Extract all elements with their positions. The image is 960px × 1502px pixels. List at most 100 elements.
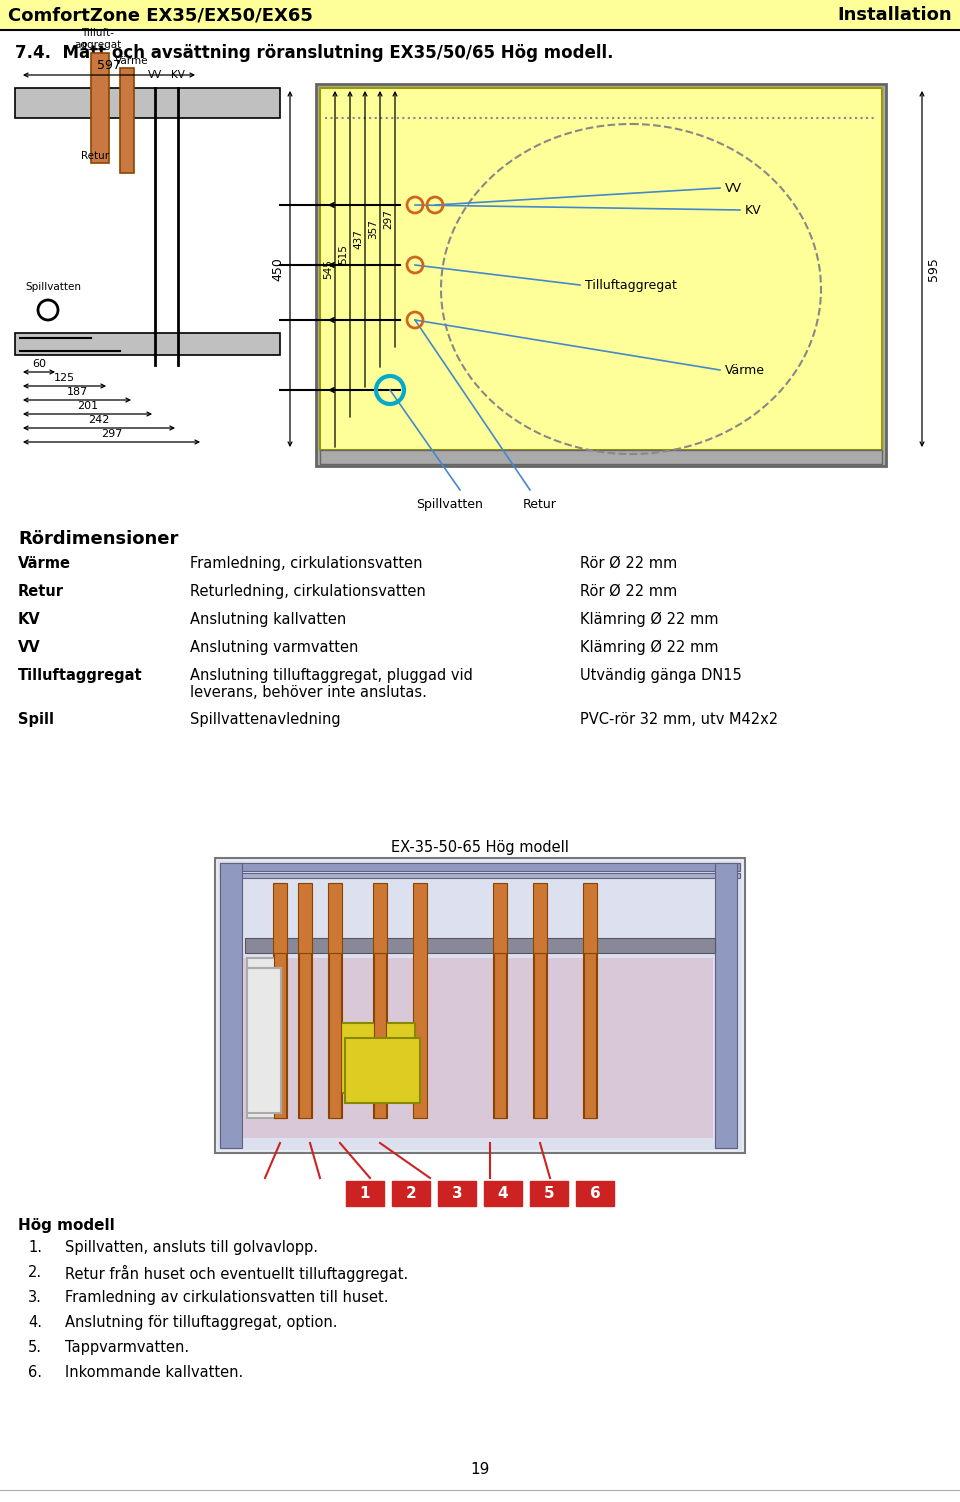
Bar: [392, 1181, 430, 1206]
Text: 1.: 1.: [28, 1241, 42, 1256]
Text: Värme: Värme: [115, 56, 149, 66]
Bar: [220, 864, 242, 1148]
Text: VV: VV: [18, 640, 40, 655]
Bar: [245, 939, 715, 952]
Text: Utvändig gänga DN15: Utvändig gänga DN15: [580, 668, 742, 683]
Text: 437: 437: [353, 230, 363, 249]
Text: EX-35-50-65 Hög modell: EX-35-50-65 Hög modell: [391, 840, 569, 855]
Text: 357: 357: [368, 219, 378, 239]
Text: KV: KV: [171, 71, 185, 80]
Text: 5.: 5.: [28, 1340, 42, 1355]
Bar: [534, 952, 546, 1117]
Bar: [576, 1181, 614, 1206]
Text: 7.4.  Mått och avsättning röranslutning EX35/50/65 Hög modell.: 7.4. Mått och avsättning röranslutning E…: [15, 42, 613, 62]
Text: Värme: Värme: [725, 363, 765, 377]
Bar: [218, 861, 742, 1151]
Text: Anslutning tilluftaggregat, pluggad vid
leverans, behöver inte anslutas.: Anslutning tilluftaggregat, pluggad vid …: [190, 668, 473, 700]
Text: 2.: 2.: [28, 1265, 42, 1280]
Text: Spill: Spill: [18, 712, 54, 727]
Bar: [220, 873, 740, 879]
Text: Rör Ø 22 mm: Rör Ø 22 mm: [580, 556, 677, 571]
Text: Retur: Retur: [81, 152, 109, 161]
Text: 4: 4: [497, 1187, 508, 1202]
Text: 297: 297: [383, 209, 393, 228]
Text: Tilluftaggregat: Tilluftaggregat: [18, 668, 143, 683]
Text: Retur från huset och eventuellt tilluftaggregat.: Retur från huset och eventuellt tillufta…: [65, 1265, 408, 1283]
Text: Värme: Värme: [18, 556, 71, 571]
Text: 515: 515: [338, 243, 348, 264]
Text: Klämring Ø 22 mm: Klämring Ø 22 mm: [580, 640, 718, 655]
Text: 6.: 6.: [28, 1365, 42, 1380]
Text: Tappvarmvatten.: Tappvarmvatten.: [65, 1340, 189, 1355]
Text: 4.: 4.: [28, 1314, 42, 1329]
Text: Rör Ø 22 mm: Rör Ø 22 mm: [580, 584, 677, 599]
Text: Spillvatten: Spillvatten: [25, 282, 81, 291]
Text: Inkommande kallvatten.: Inkommande kallvatten.: [65, 1365, 243, 1380]
Text: Spillvattenavledning: Spillvattenavledning: [190, 712, 341, 727]
Text: 187: 187: [66, 388, 87, 397]
Text: 297: 297: [101, 430, 122, 439]
Bar: [328, 883, 342, 1117]
Text: KV: KV: [745, 203, 761, 216]
Text: Framledning, cirkulationsvatten: Framledning, cirkulationsvatten: [190, 556, 422, 571]
Text: Klämring Ø 22 mm: Klämring Ø 22 mm: [580, 611, 718, 628]
Text: 595: 595: [927, 257, 941, 281]
Bar: [373, 883, 387, 1117]
Text: 242: 242: [88, 415, 109, 425]
Text: Tilluftaggregat: Tilluftaggregat: [585, 278, 677, 291]
Text: 5: 5: [543, 1187, 554, 1202]
Bar: [91, 53, 109, 164]
Bar: [493, 883, 507, 1117]
Text: 1: 1: [360, 1187, 371, 1202]
Bar: [374, 952, 386, 1117]
Bar: [335, 1023, 415, 1093]
Text: Retur: Retur: [18, 584, 64, 599]
Text: VV: VV: [148, 71, 162, 80]
Bar: [494, 952, 506, 1117]
Text: 60: 60: [32, 359, 46, 369]
Bar: [298, 883, 312, 1117]
Text: Anslutning varmvatten: Anslutning varmvatten: [190, 640, 358, 655]
Bar: [247, 967, 281, 1113]
Bar: [243, 958, 713, 1139]
Bar: [530, 1181, 568, 1206]
Text: Rördimensioner: Rördimensioner: [18, 530, 179, 548]
Text: Installation: Installation: [837, 6, 952, 24]
Text: 125: 125: [54, 372, 75, 383]
Text: Spillvatten, ansluts till golvavlopp.: Spillvatten, ansluts till golvavlopp.: [65, 1241, 318, 1256]
Bar: [274, 952, 286, 1117]
Bar: [346, 1181, 384, 1206]
Bar: [120, 68, 134, 173]
Text: 3: 3: [452, 1187, 463, 1202]
Text: Anslutning för tilluftaggregat, option.: Anslutning för tilluftaggregat, option.: [65, 1314, 338, 1329]
Bar: [247, 958, 285, 1117]
Text: KV: KV: [18, 611, 40, 626]
Text: PVC-rör 32 mm, utv M42x2: PVC-rör 32 mm, utv M42x2: [580, 712, 779, 727]
Text: Anslutning kallvatten: Anslutning kallvatten: [190, 611, 347, 626]
Bar: [533, 883, 547, 1117]
Text: Returledning, cirkulationsvatten: Returledning, cirkulationsvatten: [190, 584, 425, 599]
Text: 3.: 3.: [28, 1290, 42, 1305]
Bar: [316, 84, 886, 466]
Bar: [0, 0, 960, 30]
Text: Spillvatten: Spillvatten: [417, 499, 484, 511]
Text: Tilluft-
aggregat: Tilluft- aggregat: [74, 29, 122, 50]
Text: 597: 597: [97, 59, 121, 72]
Bar: [15, 89, 280, 119]
Bar: [220, 864, 740, 871]
Text: 450: 450: [272, 257, 284, 281]
Bar: [438, 1181, 476, 1206]
Bar: [345, 1038, 420, 1102]
Bar: [584, 952, 596, 1117]
Bar: [413, 883, 427, 1117]
Bar: [320, 451, 882, 464]
Bar: [273, 883, 287, 1117]
Bar: [320, 89, 882, 451]
Text: Hög modell: Hög modell: [18, 1218, 115, 1233]
Text: Retur: Retur: [523, 499, 557, 511]
Text: 6: 6: [589, 1187, 600, 1202]
Bar: [484, 1181, 522, 1206]
Text: 545: 545: [323, 258, 333, 279]
Text: VV: VV: [725, 182, 742, 194]
Bar: [583, 883, 597, 1117]
